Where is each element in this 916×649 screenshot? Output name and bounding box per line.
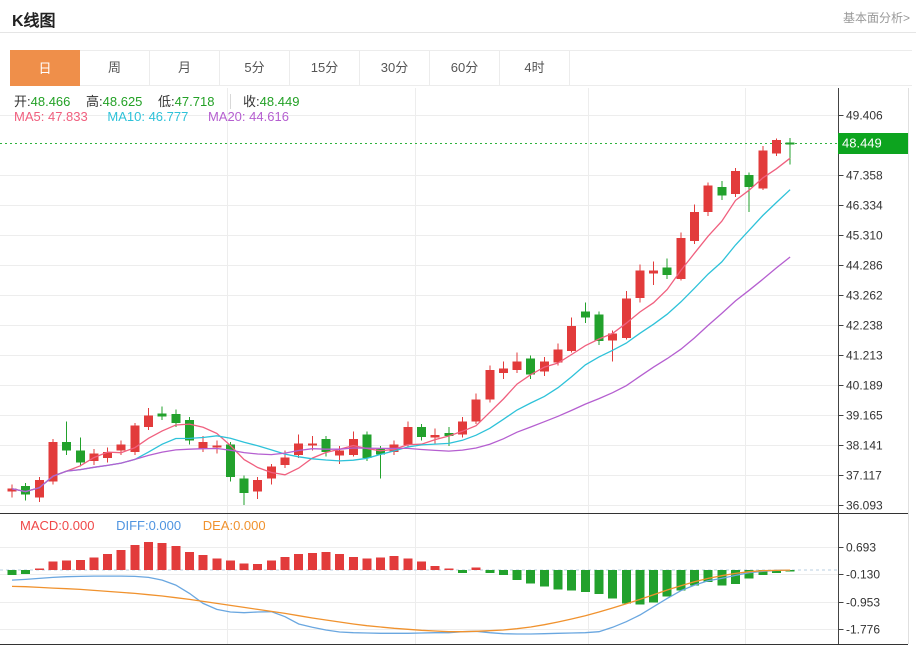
svg-text:48.449: 48.449: [842, 136, 882, 151]
diff-value-readout: DIFF:0.000: [116, 518, 182, 533]
fundamental-analysis-link[interactable]: 基本面分析>: [842, 11, 910, 25]
svg-text:38.141: 38.141: [846, 439, 883, 453]
page-header: K线图 基本面分析>: [0, 0, 916, 33]
svg-text:46.334: 46.334: [846, 199, 883, 213]
page-title: K线图: [12, 13, 56, 30]
period-tabbar: 日 周 月 5分 15分 30分 60分 4时: [10, 50, 912, 86]
svg-text:-1.776: -1.776: [846, 623, 880, 637]
tab-30min[interactable]: 30分: [360, 51, 430, 85]
svg-text:39.165: 39.165: [846, 409, 883, 423]
svg-text:-0.953: -0.953: [846, 596, 880, 610]
high-readout: 高:48.625: [86, 94, 143, 109]
macd-histogram: [7, 541, 795, 605]
ohlc-readout: 开:48.466 高:48.625 低:47.718 收:48.449: [14, 91, 311, 110]
svg-text:40.189: 40.189: [846, 379, 883, 393]
ma20-readout: MA20: 44.616: [207, 109, 289, 124]
svg-text:36.093: 36.093: [846, 499, 883, 513]
ma20-line: [11, 256, 791, 493]
dea-line: [11, 569, 791, 633]
svg-text:37.117: 37.117: [846, 469, 882, 483]
tab-week[interactable]: 周: [80, 51, 150, 85]
svg-text:0.693: 0.693: [846, 541, 876, 555]
ma-readout: MA5: 47.833 MA10: 46.777 MA20: 44.616: [14, 109, 305, 124]
svg-text:47.358: 47.358: [846, 169, 883, 183]
close-readout: 收:48.449: [230, 94, 300, 109]
svg-text:43.262: 43.262: [846, 289, 883, 303]
tab-4hour[interactable]: 4时: [500, 51, 570, 85]
tab-5min[interactable]: 5分: [220, 51, 290, 85]
tab-60min[interactable]: 60分: [430, 51, 500, 85]
svg-text:49.406: 49.406: [846, 109, 883, 123]
macd-readout: MACD:0.000 DIFF:0.000 DEA:0.000: [20, 518, 284, 533]
svg-text:45.310: 45.310: [846, 229, 883, 243]
tab-day[interactable]: 日: [10, 50, 80, 86]
ma5-readout: MA5: 47.833: [14, 109, 88, 124]
ma5-line: [11, 157, 791, 493]
tab-15min[interactable]: 15分: [290, 51, 360, 85]
svg-text:41.213: 41.213: [846, 349, 883, 363]
svg-text:42.238: 42.238: [846, 319, 883, 333]
y-axis-labels: 49.406 47.358 46.334 45.310 44.286 43.262 42.2…: [838, 109, 883, 637]
macd-value-readout: MACD:0.000: [20, 518, 95, 533]
diff-line: [11, 569, 791, 635]
chart-borders: [0, 88, 909, 645]
tab-month[interactable]: 月: [150, 51, 220, 85]
dea-value-readout: DEA:0.000: [202, 518, 266, 533]
open-readout: 开:48.466: [14, 94, 71, 109]
current-price-tag: 48.449: [838, 133, 908, 154]
candles-group: [7, 137, 795, 505]
svg-text:44.286: 44.286: [846, 259, 883, 273]
svg-text:-0.130: -0.130: [846, 568, 880, 582]
ma10-readout: MA10: 46.777: [107, 109, 189, 124]
low-readout: 低:47.718: [158, 94, 215, 109]
